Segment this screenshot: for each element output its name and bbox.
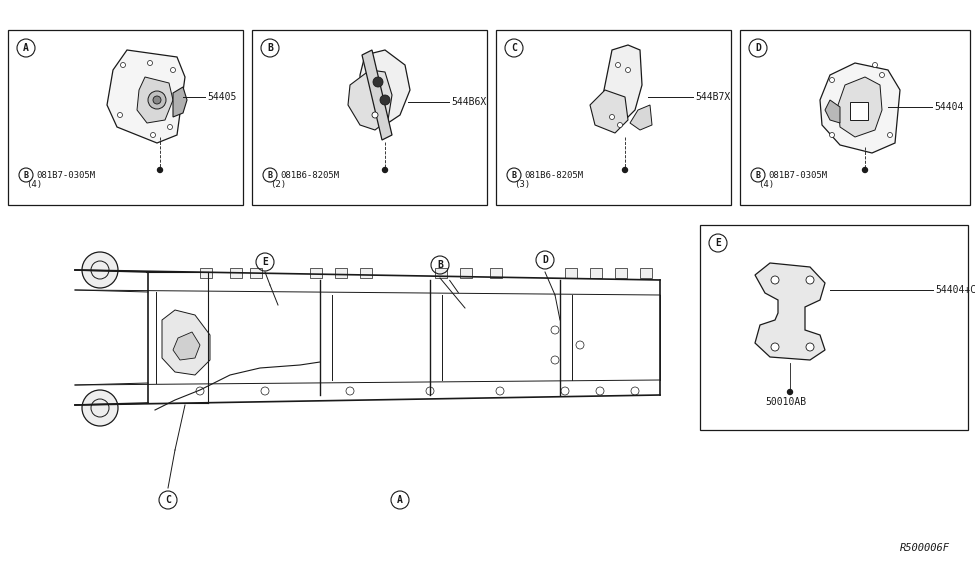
Text: B: B (512, 170, 517, 179)
Bar (460, 268, 472, 278)
Circle shape (372, 112, 378, 118)
Polygon shape (602, 45, 642, 120)
Text: 081B6-8205M: 081B6-8205M (524, 170, 583, 179)
Bar (200, 268, 212, 278)
Circle shape (171, 67, 176, 72)
Circle shape (375, 79, 381, 85)
Text: B: B (756, 170, 760, 179)
Text: 50010AB: 50010AB (765, 397, 806, 407)
Polygon shape (820, 63, 900, 153)
Text: B: B (267, 43, 273, 53)
Text: 54404: 54404 (934, 102, 963, 112)
Bar (435, 268, 447, 278)
Bar (590, 268, 602, 278)
Polygon shape (630, 105, 652, 130)
Text: D: D (542, 255, 548, 265)
Text: (4): (4) (26, 181, 42, 190)
Circle shape (153, 96, 161, 104)
Text: 54404+C: 54404+C (935, 285, 975, 295)
Polygon shape (838, 77, 882, 137)
Circle shape (771, 276, 779, 284)
Bar (335, 268, 347, 278)
Circle shape (887, 132, 892, 138)
Circle shape (158, 168, 163, 173)
Circle shape (873, 62, 878, 67)
Text: R500006F: R500006F (900, 543, 950, 553)
Circle shape (788, 389, 793, 395)
Text: E: E (262, 257, 268, 267)
Circle shape (622, 168, 628, 173)
Polygon shape (360, 50, 410, 125)
Bar (490, 268, 502, 278)
Text: C: C (511, 43, 517, 53)
Circle shape (168, 125, 173, 130)
Circle shape (373, 77, 383, 87)
Text: 081B7-0305M: 081B7-0305M (768, 170, 827, 179)
Bar (615, 268, 627, 278)
Polygon shape (755, 263, 825, 360)
Circle shape (617, 122, 622, 127)
Circle shape (879, 72, 884, 78)
Polygon shape (162, 310, 210, 375)
Bar (850, 102, 868, 120)
Text: D: D (755, 43, 760, 53)
Circle shape (806, 276, 814, 284)
Bar (740, 30, 970, 205)
Circle shape (830, 132, 835, 138)
Bar (252, 30, 487, 205)
Text: (4): (4) (758, 181, 774, 190)
Circle shape (150, 132, 155, 138)
Bar (640, 268, 652, 278)
Circle shape (147, 61, 152, 66)
Text: 54405: 54405 (207, 92, 236, 102)
Circle shape (771, 343, 779, 351)
Circle shape (118, 113, 123, 118)
Polygon shape (362, 50, 392, 140)
Polygon shape (348, 70, 392, 130)
Circle shape (626, 67, 631, 72)
Bar (310, 268, 322, 278)
Text: A: A (23, 43, 29, 53)
Text: 544B6X: 544B6X (451, 97, 487, 107)
Circle shape (380, 95, 390, 105)
Circle shape (615, 62, 620, 67)
Text: 544B7X: 544B7X (695, 92, 730, 102)
Text: B: B (23, 170, 28, 179)
Text: 081B7-0305M: 081B7-0305M (36, 170, 96, 179)
Text: (2): (2) (270, 181, 286, 190)
Circle shape (121, 62, 126, 67)
Bar (496, 30, 731, 205)
Polygon shape (825, 100, 840, 123)
Circle shape (382, 168, 387, 173)
Polygon shape (173, 332, 200, 360)
Bar (8, 30, 243, 205)
Bar (230, 268, 242, 278)
Text: C: C (165, 495, 171, 505)
Polygon shape (107, 50, 185, 143)
Polygon shape (590, 90, 628, 133)
Polygon shape (137, 77, 173, 123)
Circle shape (82, 390, 118, 426)
Bar (565, 268, 577, 278)
Circle shape (82, 252, 118, 288)
Text: B: B (437, 260, 443, 270)
Bar (700, 225, 968, 430)
Circle shape (148, 91, 166, 109)
Polygon shape (173, 87, 187, 117)
Text: E: E (715, 238, 721, 248)
Text: B: B (267, 170, 272, 179)
Bar (360, 268, 372, 278)
Text: (3): (3) (514, 181, 530, 190)
Circle shape (806, 343, 814, 351)
Text: 081B6-8205M: 081B6-8205M (280, 170, 339, 179)
Bar (250, 268, 262, 278)
Text: A: A (397, 495, 403, 505)
Circle shape (863, 168, 868, 173)
Circle shape (382, 97, 388, 103)
Circle shape (609, 114, 614, 119)
Circle shape (830, 78, 835, 83)
